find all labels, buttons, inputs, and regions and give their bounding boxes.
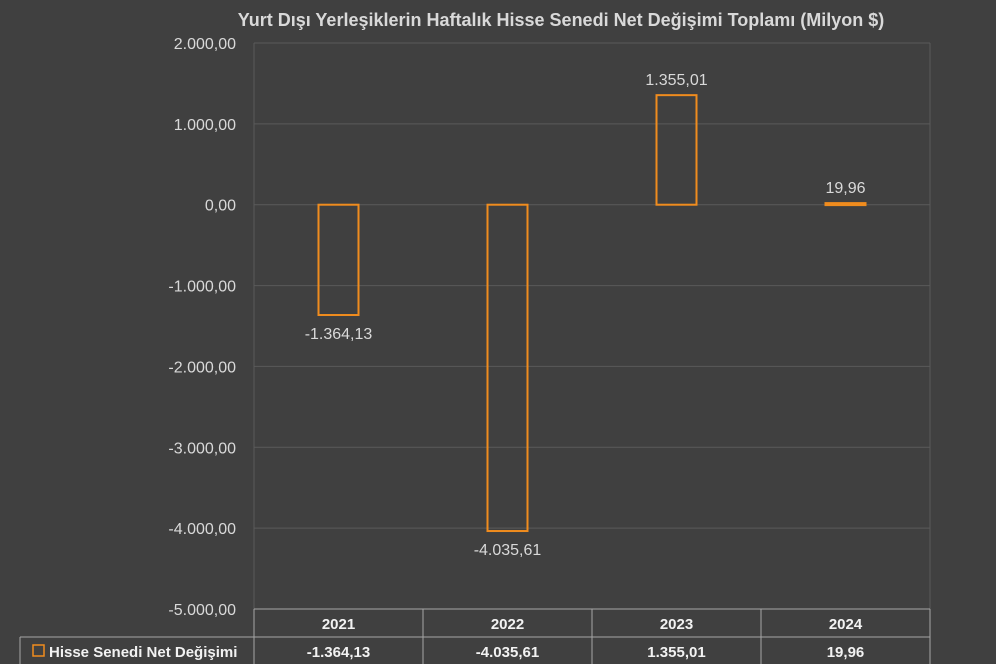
data-table: 2021 -1.364,13 2022 -4.035,61 2023 1.355,01 20… <box>19 608 931 664</box>
data-label: 19,96 <box>825 180 865 197</box>
y-tick-label: -5.000,00 <box>168 602 236 619</box>
bar <box>824 202 867 207</box>
y-tick-label: 1.000,00 <box>174 117 236 134</box>
x-tick-label: 2023 <box>660 616 693 633</box>
bar <box>317 203 360 317</box>
bar <box>655 94 698 206</box>
y-tick-label: -3.000,00 <box>168 440 236 457</box>
chart-title: Yurt Dışı Yerleşiklerin Haftalık Hisse S… <box>238 10 885 30</box>
data-labels: -1.364,13 -4.035,61 1.355,01 19,96 <box>305 72 866 559</box>
table-value: 1.355,01 <box>647 644 705 661</box>
legend-label: Hisse Senedi Net Değişimi <box>49 644 237 661</box>
table-value: -1.364,13 <box>307 644 370 661</box>
y-tick-label: -2.000,00 <box>168 359 236 376</box>
y-tick-label: -4.000,00 <box>168 521 236 538</box>
data-label: -4.035,61 <box>474 542 542 559</box>
x-tick-label: 2024 <box>829 616 863 633</box>
data-label: 1.355,01 <box>645 72 707 89</box>
table-value: 19,96 <box>827 644 865 661</box>
bars <box>317 94 867 533</box>
bar <box>486 203 529 533</box>
x-tick-label: 2022 <box>491 616 524 633</box>
x-tick-label: 2021 <box>322 616 355 633</box>
y-axis: 2.000,00 1.000,00 0,00 -1.000,00 -2.000,00 -3… <box>168 36 236 619</box>
y-tick-label: 2.000,00 <box>174 36 236 53</box>
data-label: -1.364,13 <box>305 326 373 343</box>
y-tick-label: 0,00 <box>205 198 236 215</box>
grid-lines <box>253 42 931 609</box>
y-tick-label: -1.000,00 <box>168 279 236 296</box>
table-value: -4.035,61 <box>476 644 539 661</box>
legend-key <box>32 644 45 657</box>
